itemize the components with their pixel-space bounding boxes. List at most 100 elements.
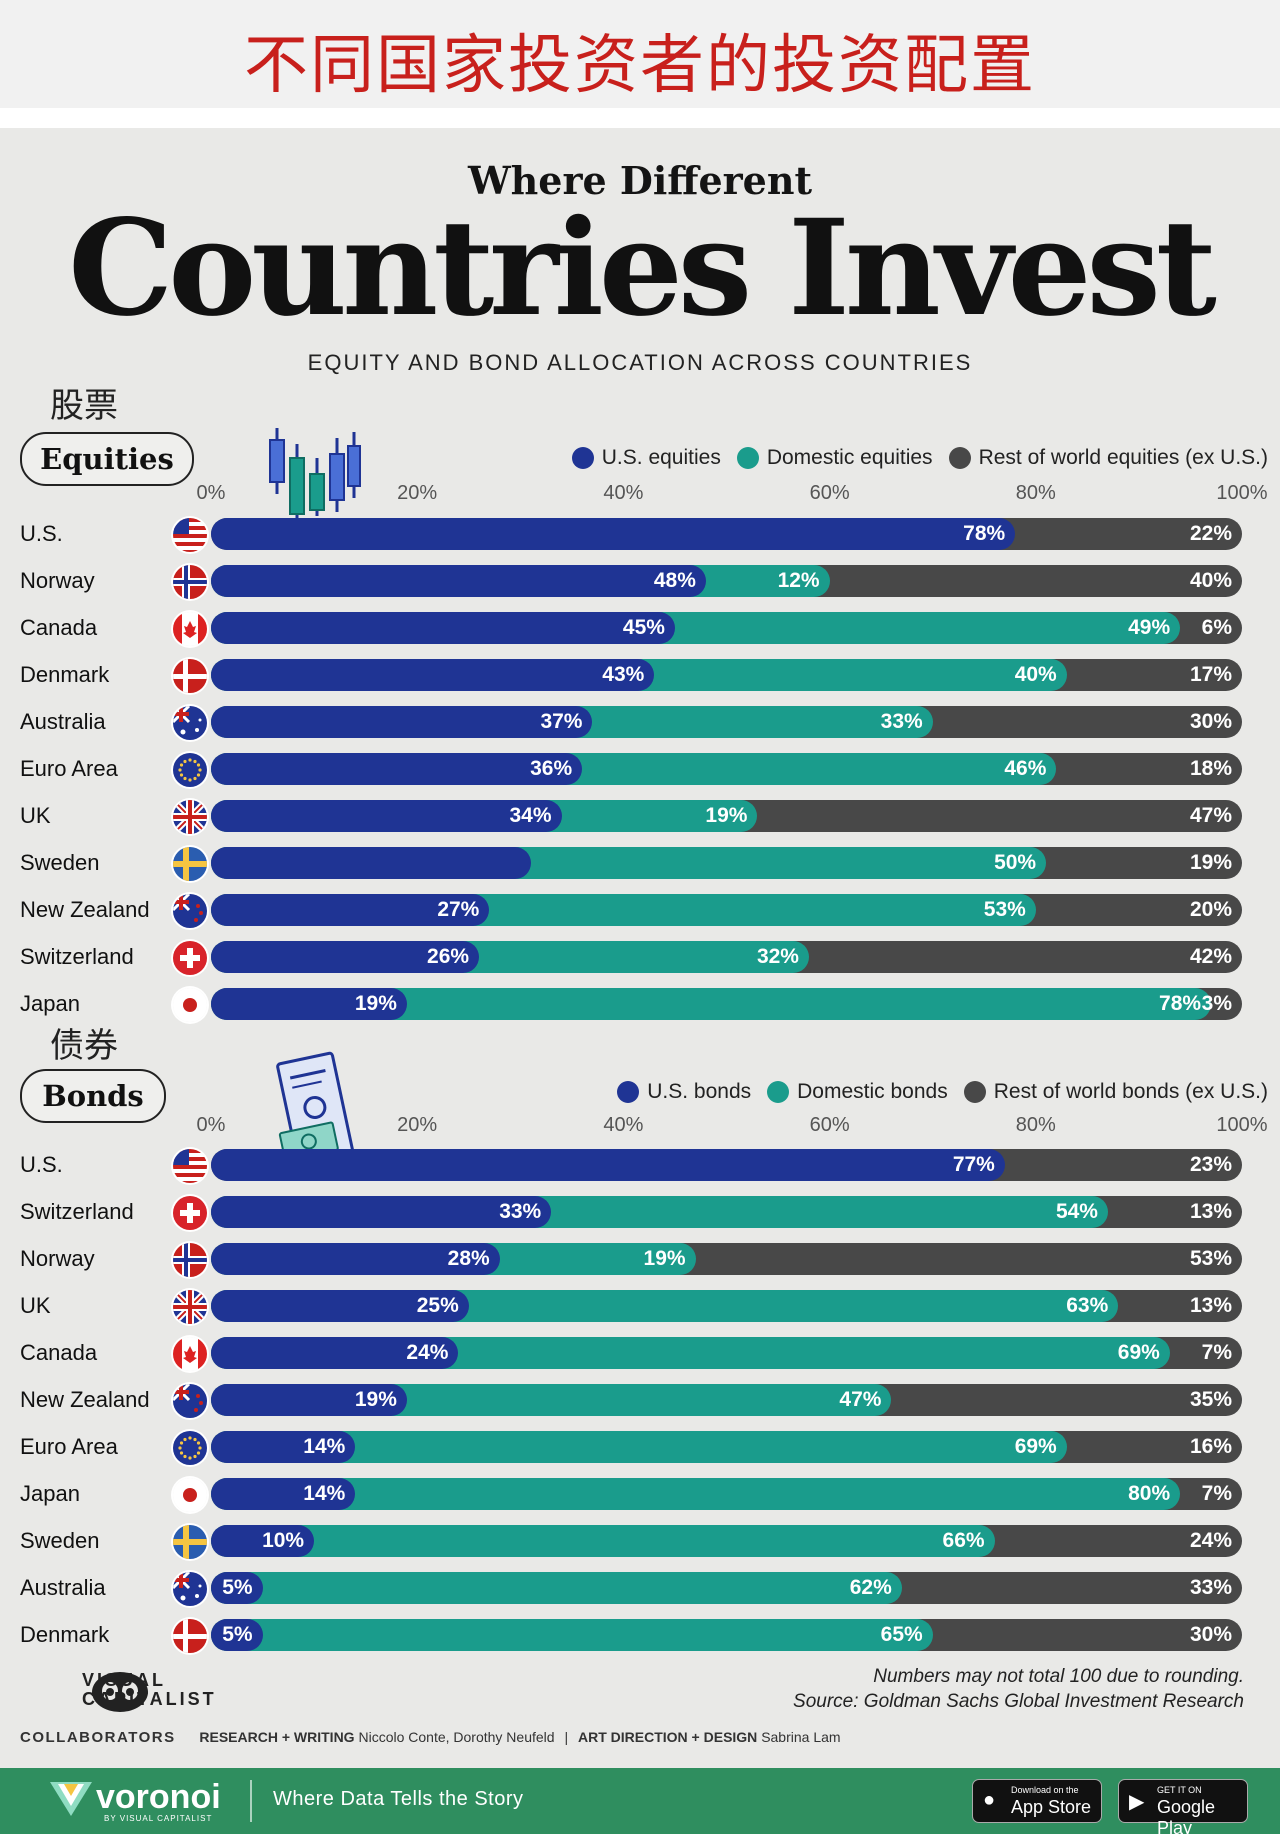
category-label: Sweden — [20, 850, 100, 875]
chart-row: 77% 23% U.S. — [0, 1148, 1280, 1183]
category-label: Australia — [20, 1575, 106, 1600]
data-label-domestic: 62% — [849, 1576, 892, 1599]
app-store-button[interactable]: ● Download on the App Store — [972, 1779, 1102, 1823]
chart-row: 28% 19% 53% Norway — [0, 1242, 1280, 1277]
axis-tick-label: 40% — [603, 1114, 644, 1136]
bar-segment-us — [211, 1384, 407, 1416]
data-label-rest: 3% — [1201, 992, 1232, 1015]
data-label-rest: 13% — [1189, 1200, 1232, 1223]
data-label-us: 14% — [303, 1482, 346, 1505]
bonds-section-title: Bonds — [20, 1069, 166, 1123]
data-label-rest: 30% — [1189, 710, 1232, 733]
data-label-us: 34% — [509, 804, 552, 827]
data-label-rest: 16% — [1189, 1435, 1232, 1458]
voronoi-logo-icon — [50, 1782, 92, 1816]
bar-segment-us — [211, 1290, 469, 1322]
category-label: U.S. — [20, 1152, 63, 1177]
axis-tick-label: 20% — [397, 1114, 438, 1136]
category-label: Denmark — [20, 1622, 110, 1647]
equities-cn-label: 股票 — [50, 386, 118, 426]
flag-australia-icon — [173, 1572, 207, 1606]
chart-row: 33% 54% 13% Switzerland — [0, 1195, 1280, 1230]
data-label-us: 10% — [262, 1529, 305, 1552]
data-label-us: 77% — [952, 1153, 995, 1176]
data-label-us: 28% — [447, 1247, 490, 1270]
google-play-small: GET IT ON — [1157, 1785, 1202, 1795]
data-label-domestic: 69% — [1117, 1341, 1160, 1364]
data-label-us: 45% — [622, 616, 665, 639]
legend-label-domestic-equities: Domestic equities — [766, 446, 933, 469]
bar-segment-us — [211, 1619, 263, 1651]
flag-uk-icon — [173, 1290, 207, 1324]
data-label-rest: 6% — [1201, 616, 1232, 639]
axis-tick-label: 100% — [1216, 1114, 1268, 1136]
legend-swatch-rest — [963, 1081, 986, 1103]
bar-segment-us — [211, 565, 706, 597]
data-label-us: 24% — [406, 1341, 449, 1364]
axis-tick-label: 0% — [196, 1114, 226, 1136]
voronoi-logo[interactable]: voronoi — [96, 1778, 221, 1816]
category-label: UK — [20, 803, 51, 828]
flag-denmark-icon — [173, 659, 207, 693]
logo-line-2: CAPITALIST — [82, 1689, 217, 1709]
candlestick-icon — [269, 428, 361, 532]
data-label-us: 5% — [222, 1623, 253, 1646]
data-label-us: 19% — [354, 1388, 397, 1411]
data-label-us: 43% — [602, 663, 645, 686]
flag-australia-icon — [173, 706, 207, 740]
data-label-rest: 35% — [1189, 1388, 1232, 1411]
flag-uk-icon — [173, 800, 207, 834]
chart-row: 43% 40% 17% Denmark — [0, 658, 1280, 693]
category-label: UK — [20, 1293, 51, 1318]
data-label-rest: 42% — [1189, 945, 1232, 968]
data-label-domestic: 33% — [880, 710, 923, 733]
bonds-cn-label: 债券 — [50, 1026, 118, 1066]
flag-euro-icon — [173, 753, 207, 787]
category-label: U.S. — [20, 521, 63, 546]
data-label-domestic: 54% — [1055, 1200, 1098, 1223]
data-label-us: 36% — [530, 757, 573, 780]
flag-euro-icon — [173, 1431, 207, 1465]
logo-line-1: VISUAL — [82, 1670, 167, 1690]
bar-segment-domestic — [211, 1619, 933, 1651]
data-label-domestic: 47% — [839, 1388, 882, 1411]
data-label-rest: 18% — [1189, 757, 1232, 780]
axis-tick-label: 20% — [397, 482, 438, 504]
flag-canada-icon — [173, 612, 207, 646]
research-label: RESEARCH + WRITING — [199, 1729, 355, 1745]
data-label-rest: 17% — [1189, 663, 1232, 686]
google-play-button[interactable]: ▶ GET IT ON Google Play — [1118, 1779, 1248, 1838]
data-label-us: 78% — [963, 522, 1006, 545]
chart-row: 19% 47% 35% New Zealand — [0, 1383, 1280, 1418]
data-label-domestic: 66% — [942, 1529, 985, 1552]
visual-capitalist-logo-icon — [92, 1672, 148, 1712]
category-label: Norway — [20, 568, 95, 593]
chart-row: 14% 69% 16% Euro Area — [0, 1430, 1280, 1465]
bar-segment-domestic — [211, 1525, 995, 1557]
bar-segment-us — [211, 659, 655, 691]
category-label: Denmark — [20, 662, 110, 687]
category-label: Switzerland — [20, 944, 134, 969]
data-label-domestic: 49% — [1128, 616, 1171, 639]
chart-row: 37% 33% 30% Australia — [0, 705, 1280, 740]
chart-row: 25% 63% 13% UK — [0, 1289, 1280, 1324]
data-label-us: 48% — [653, 569, 696, 592]
bar-segment-us — [211, 1243, 500, 1275]
axis-tick-label: 80% — [1015, 482, 1056, 504]
category-label: Japan — [20, 991, 80, 1016]
page-subtitle: EQUITY AND BOND ALLOCATION ACROSS COUNTR… — [307, 350, 973, 375]
google-play-label: Google Play — [1157, 1797, 1216, 1838]
cn-banner — [0, 0, 1280, 108]
legend-swatch-us — [571, 447, 594, 469]
chart-row: 24% 69% 7% Canada — [0, 1336, 1280, 1371]
data-label-domestic: 40% — [1014, 663, 1057, 686]
category-label: Japan — [20, 1481, 80, 1506]
data-label-rest: 53% — [1189, 1247, 1232, 1270]
collaborators-label: COLLABORATORS — [20, 1729, 176, 1746]
category-label: New Zealand — [20, 1387, 150, 1412]
data-label-domestic: 32% — [756, 945, 799, 968]
chart-row: 26% 32% 42% Switzerland — [0, 940, 1280, 975]
chart-row: 34% 19% 47% UK — [0, 799, 1280, 834]
category-label: Canada — [20, 1340, 98, 1365]
chart-row: 48% 12% 40% Norway — [0, 564, 1280, 599]
